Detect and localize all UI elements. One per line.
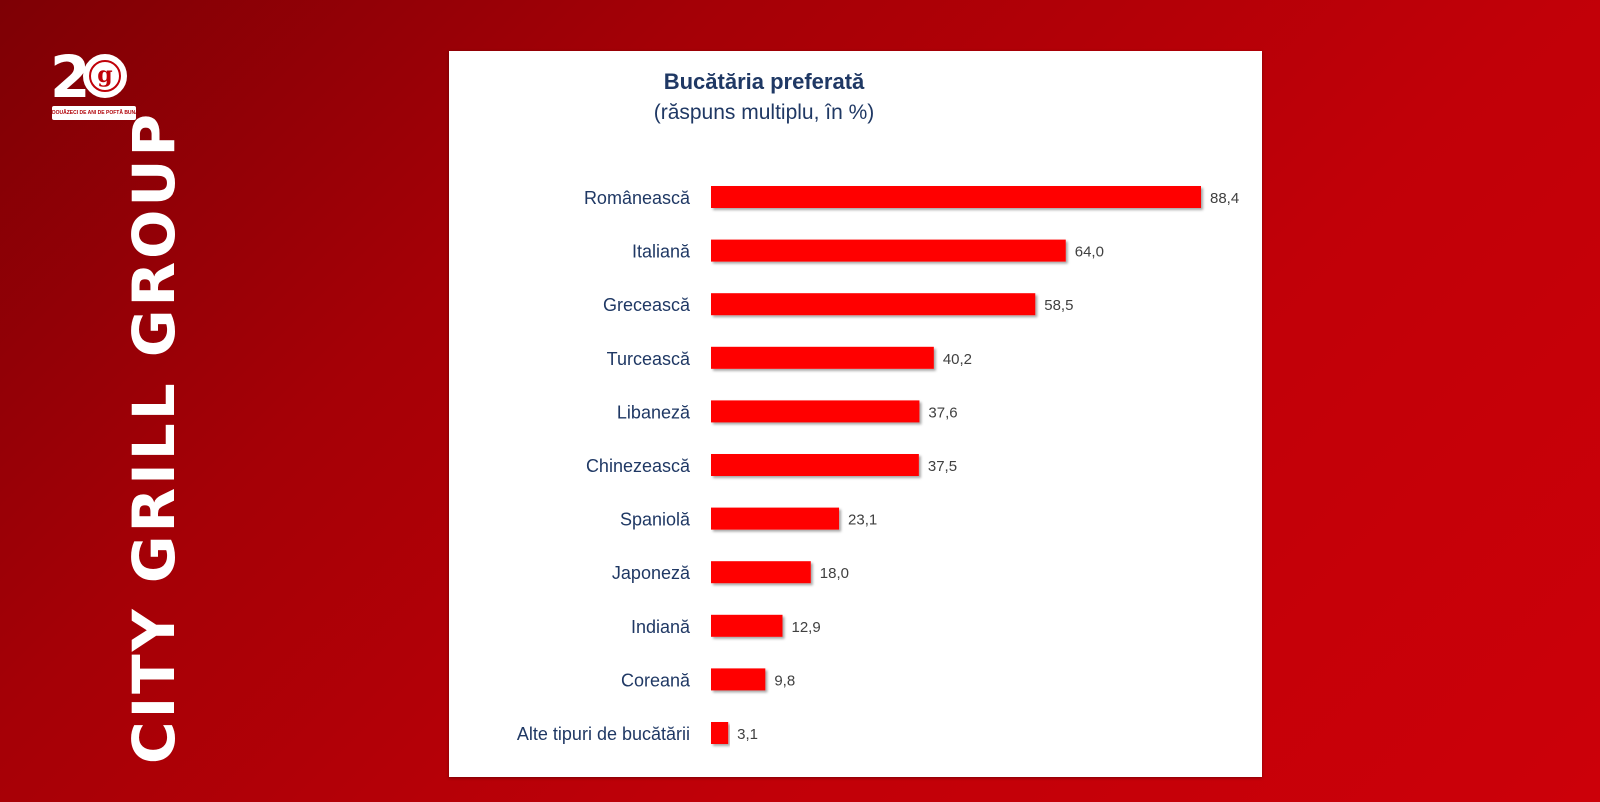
value-label: 12,9 bbox=[792, 619, 821, 636]
logo-ribbon: DOUĂZECI DE ANI DE POFTĂ BUNĂ bbox=[52, 106, 136, 120]
value-label: 9,8 bbox=[774, 672, 795, 689]
category-label: Grecească bbox=[603, 295, 691, 315]
chart-subtitle: (răspuns multiplu, în %) bbox=[653, 101, 875, 124]
brand-logo: 2 g DOUĂZECI DE ANI DE POFTĂ BUNĂ bbox=[50, 48, 140, 136]
category-label: Turcească bbox=[607, 349, 691, 369]
brand-sidebar: 2 g DOUĂZECI DE ANI DE POFTĂ BUNĂ CITY G… bbox=[0, 0, 188, 802]
bar bbox=[711, 614, 783, 637]
category-label: Coreană bbox=[621, 670, 691, 690]
bar bbox=[711, 400, 920, 423]
chart-card: Bucătăria preferată (răspuns multiplu, î… bbox=[449, 51, 1262, 777]
value-label: 37,6 bbox=[928, 404, 957, 421]
category-label: Alte tipuri de bucătării bbox=[517, 724, 690, 744]
logo-letter: g bbox=[89, 60, 121, 92]
value-label: 58,5 bbox=[1044, 297, 1073, 314]
value-label: 40,2 bbox=[943, 351, 972, 368]
bar bbox=[711, 668, 766, 691]
bar bbox=[711, 722, 729, 744]
value-label: 3,1 bbox=[737, 726, 758, 743]
bar bbox=[711, 186, 1201, 208]
category-label: Spaniolă bbox=[620, 510, 691, 530]
category-label: Japoneză bbox=[612, 563, 691, 583]
bar bbox=[711, 507, 840, 530]
category-label: Chinezească bbox=[586, 456, 691, 476]
value-label: 37,5 bbox=[928, 458, 957, 475]
value-label: 18,0 bbox=[820, 565, 849, 582]
value-label: 64,0 bbox=[1075, 244, 1104, 261]
brand-name: CITY GRILL GROUP bbox=[120, 110, 188, 764]
bar bbox=[711, 561, 811, 584]
category-label: Indiană bbox=[631, 617, 691, 637]
bar bbox=[711, 293, 1036, 316]
category-label: Italiană bbox=[632, 242, 691, 262]
bar bbox=[711, 454, 919, 476]
value-label: 88,4 bbox=[1210, 190, 1239, 207]
value-label: 23,1 bbox=[848, 512, 877, 529]
category-label: Românească bbox=[584, 188, 691, 208]
bar-chart: Românească 88,4 Italiană 64,0 Grecească 58,5 T… bbox=[517, 186, 1239, 744]
bar bbox=[711, 239, 1066, 262]
bar bbox=[711, 346, 934, 369]
chart-title: Bucătăria preferată bbox=[663, 69, 865, 94]
logo-circle: g bbox=[83, 54, 127, 98]
category-label: Libaneză bbox=[617, 402, 691, 422]
